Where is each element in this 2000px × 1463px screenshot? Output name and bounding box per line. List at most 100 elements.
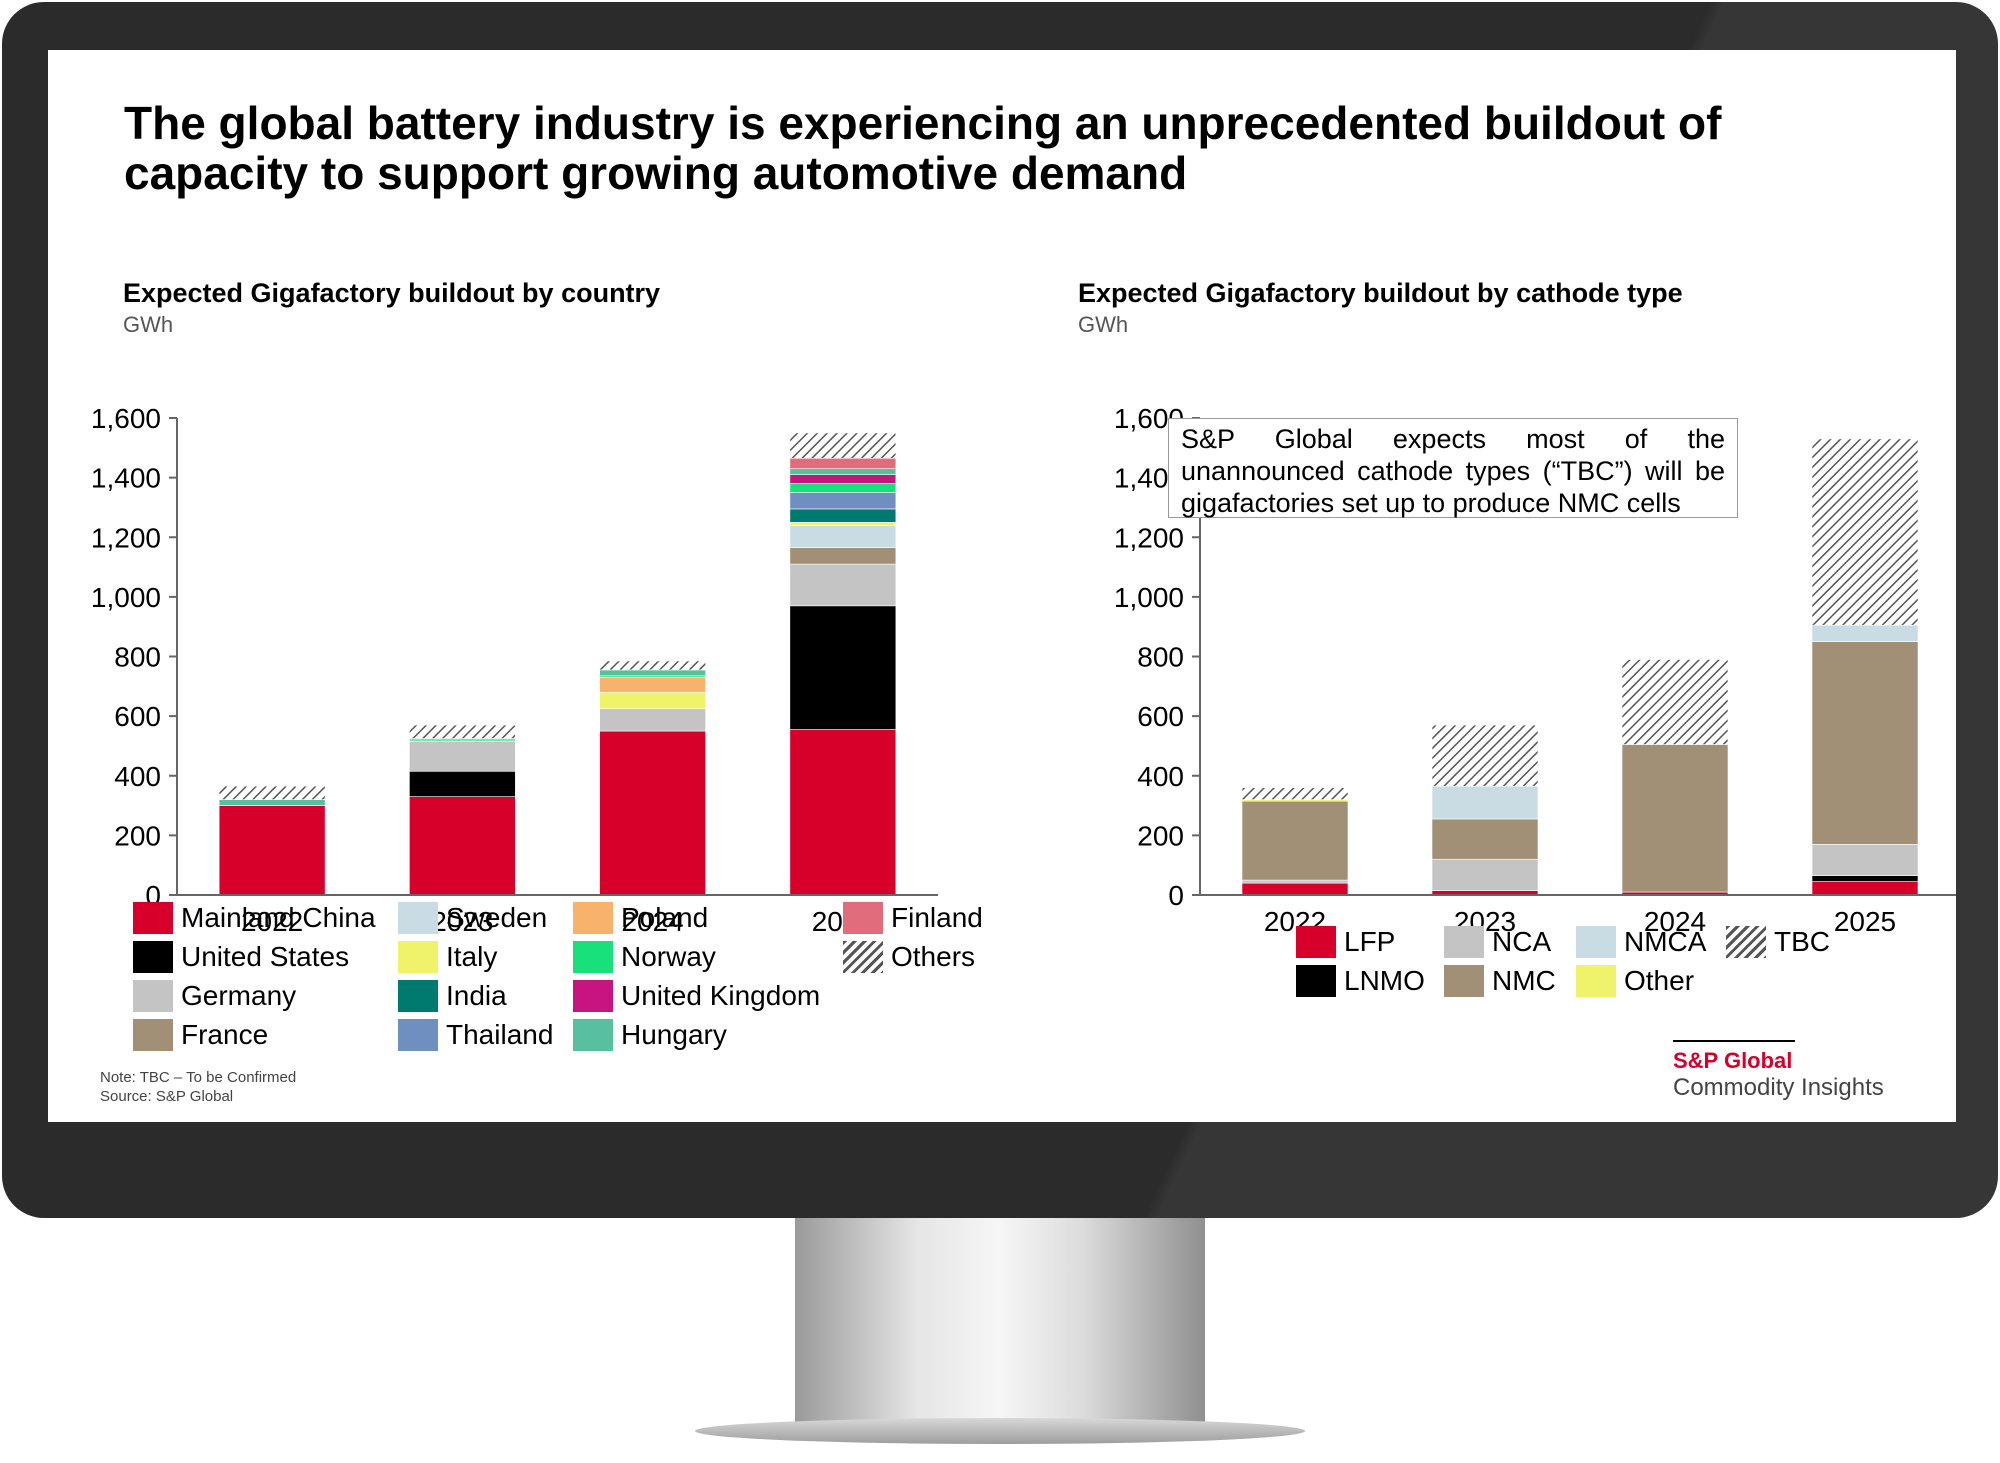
brand-rule [1673, 1040, 1795, 1042]
bar-nca-2023 [1431, 858, 1539, 891]
legend-item-nmca: NMCA [1576, 926, 1706, 958]
legend-label: Thailand [446, 1019, 554, 1050]
legend-swatch [398, 1019, 438, 1051]
bar-nmc-2023 [1431, 818, 1539, 860]
legend-swatch [1296, 965, 1336, 997]
bar-germany-2025 [789, 563, 897, 607]
legend-label: LNMO [1344, 965, 1425, 996]
brand-logo: S&P Global Commodity Insights [1673, 1040, 1884, 1102]
legend-label: LFP [1344, 926, 1396, 957]
legend-swatch [133, 902, 173, 934]
legend-item-nmc: NMC [1444, 965, 1556, 997]
bar-germany-2024 [599, 708, 706, 732]
bar-nmc-2022 [1241, 800, 1349, 881]
legend-item-finland: Finland [843, 902, 983, 934]
y-tick-label: 600 [114, 701, 161, 732]
y-tick-label: 200 [114, 820, 161, 851]
legend-swatch [398, 941, 438, 973]
slide-title: The global battery industry is experienc… [124, 97, 1722, 199]
bar-others-2023 [409, 724, 516, 739]
legend-item-poland: Poland [573, 902, 708, 934]
bar-france-2025 [789, 547, 897, 565]
monitor-stand [795, 1218, 1205, 1428]
bar-tbc-2022 [1241, 787, 1349, 800]
legend-label: United Kingdom [621, 980, 821, 1011]
legend-item-other: Other [1576, 965, 1694, 997]
bar-sweden-2025 [789, 525, 897, 548]
legend-swatch [1296, 926, 1336, 958]
legend-label: NMCA [1624, 926, 1707, 957]
legend-swatch [133, 941, 173, 973]
legend-label: TBC [1774, 926, 1830, 957]
legend-item-germany: Germany [133, 980, 296, 1012]
y-tick-label: 400 [114, 761, 161, 792]
y-tick-label: 800 [114, 642, 161, 673]
legend-label: Sweden [446, 902, 548, 933]
y-tick-label: 1,400 [91, 463, 161, 494]
legend-item-norway: Norway [573, 941, 716, 973]
legend-item-others: Others [843, 941, 975, 973]
bar-mainland-china-2022 [218, 805, 326, 896]
bar-others-2025 [789, 432, 897, 459]
bar-tbc-2023 [1431, 724, 1539, 787]
legend-label: India [446, 980, 507, 1011]
y-tick-label: 1,200 [91, 522, 161, 553]
chart-annotation: S&P Global expects most of the unannounc… [1168, 418, 1738, 518]
legend-label: Mainland China [181, 902, 376, 933]
legend-swatch [133, 980, 173, 1012]
y-tick-label: 800 [1137, 642, 1184, 673]
legend-swatch [573, 941, 613, 973]
legend-label: United States [181, 941, 350, 972]
bar-thailand-2025 [789, 492, 897, 510]
note-text: Note: TBC – To be Confirmed [100, 1069, 297, 1086]
legend-swatch [398, 902, 438, 934]
legend-label: France [181, 1019, 269, 1050]
legend-item-united-kingdom: United Kingdom [573, 980, 820, 1012]
monitor-foot [695, 1418, 1305, 1444]
y-tick-label: 1,600 [91, 403, 161, 434]
legend-label: NCA [1492, 926, 1552, 957]
legend-swatch [573, 980, 613, 1012]
legend-item-tbc: TBC [1726, 926, 1830, 958]
slide: The global battery industry is experienc… [48, 50, 1956, 1122]
legend-swatch [573, 902, 613, 934]
bar-others-2024 [599, 660, 706, 671]
bar-mainland-china-2024 [599, 730, 706, 896]
bar-mainland-china-2023 [409, 796, 516, 896]
legend-label: Others [891, 941, 976, 972]
legend-swatch [843, 941, 883, 973]
bar-lnmo-2025 [1811, 875, 1919, 882]
y-tick-label: 200 [1137, 820, 1184, 851]
legend-item-hungary: Hungary [573, 1019, 727, 1051]
legend-swatch [573, 1019, 613, 1051]
bar-poland-2024 [599, 677, 706, 693]
right-chart-title: Expected Gigafactory buildout by cathode… [1078, 278, 1683, 308]
legend-label: Italy [446, 941, 498, 972]
bar-lfp-2025 [1811, 881, 1919, 896]
legend-label: Other [1624, 965, 1695, 996]
bar-nmca-2025 [1811, 624, 1919, 642]
bar-united-states-2025 [789, 605, 897, 730]
bar-mainland-china-2025 [789, 729, 897, 896]
legend-swatch [1576, 965, 1616, 997]
bar-tbc-2025 [1811, 438, 1919, 626]
y-tick-label: 1,200 [1114, 522, 1184, 553]
legend-item-france: France [133, 1019, 268, 1051]
bar-hungary-2022 [218, 799, 326, 806]
legend-label: Poland [621, 902, 709, 933]
x-tick-label: 2024 [621, 906, 683, 937]
legend-label: Hungary [621, 1019, 727, 1050]
bar-hungary-2025 [789, 468, 897, 475]
legend-label: Finland [891, 902, 983, 933]
legend-swatch [398, 980, 438, 1012]
legend-swatch [843, 902, 883, 934]
right-chart-unit: GWh [1078, 312, 1129, 337]
bar-nmc-2024 [1621, 744, 1729, 893]
bar-nmc-2025 [1811, 641, 1919, 845]
x-tick-label: 2023 [431, 906, 493, 937]
legend-swatch [1726, 926, 1766, 958]
x-tick-label: 2022 [241, 906, 303, 937]
brand-name: S&P Global [1673, 1048, 1793, 1073]
